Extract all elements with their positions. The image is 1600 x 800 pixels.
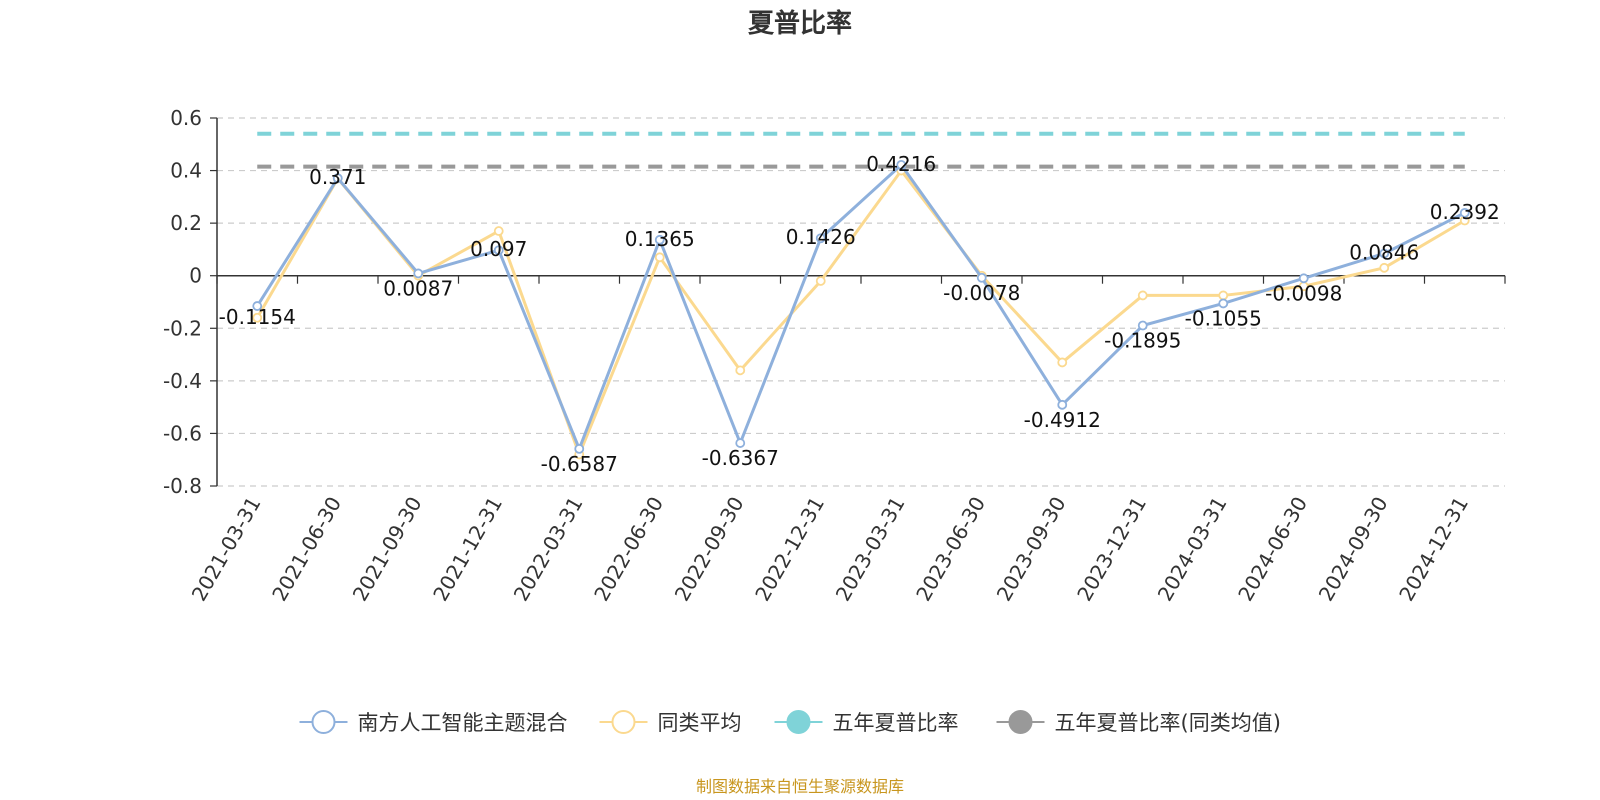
x-tick-label: 2024-09-30 <box>1314 493 1393 606</box>
x-tick-label: 2022-12-31 <box>750 493 829 606</box>
x-tick-label: 2022-09-30 <box>670 493 749 606</box>
legend-label: 同类平均 <box>658 711 742 735</box>
series-line <box>255 163 1466 451</box>
data-label: -0.1055 <box>1185 306 1262 330</box>
data-label: 0.4216 <box>866 152 936 176</box>
x-tick-label: 2021-03-31 <box>187 493 266 606</box>
data-point <box>1298 273 1309 284</box>
y-tick-label: 0 <box>189 264 202 288</box>
data-point <box>1218 290 1229 301</box>
legend-marker <box>611 710 636 734</box>
data-point <box>735 365 746 376</box>
legend-item: 五年夏普比率(同类均值) <box>996 710 1281 735</box>
data-point <box>1379 262 1390 273</box>
x-tick-label: 2022-03-31 <box>509 493 588 606</box>
y-tick-label: -0.8 <box>163 474 202 498</box>
x-tick-label: 2021-09-30 <box>348 493 427 606</box>
data-point <box>493 245 504 256</box>
x-tick-label: 2022-06-30 <box>589 493 668 606</box>
legend-label: 五年夏普比率 <box>833 711 959 735</box>
x-tick-label: 2023-12-31 <box>1072 493 1151 606</box>
data-point <box>896 159 907 170</box>
y-tick-label: -0.6 <box>163 421 202 445</box>
data-label: -0.1154 <box>219 305 296 329</box>
data-point <box>976 272 987 283</box>
legend-item: 南方人工智能主题混合 <box>299 710 568 735</box>
data-label: 0.0087 <box>383 276 453 300</box>
data-label: 0.371 <box>309 165 366 189</box>
data-point <box>574 443 585 454</box>
data-point <box>735 438 746 448</box>
data-point <box>815 233 826 244</box>
y-tick-label: 0.6 <box>170 106 202 130</box>
data-point <box>413 268 424 279</box>
y-tick-label: 0.2 <box>170 211 202 235</box>
x-tick-label: 2021-06-30 <box>267 493 346 606</box>
y-tick-label: 0.4 <box>170 159 202 183</box>
data-label: -0.0098 <box>1265 281 1342 305</box>
data-point <box>1057 399 1068 410</box>
data-point <box>815 276 826 286</box>
grid-lines <box>217 117 1505 487</box>
data-point <box>654 234 665 245</box>
data-point <box>332 173 343 184</box>
data-point <box>1379 248 1390 259</box>
legend-label: 南方人工智能主题混合 <box>358 711 568 735</box>
data-label: -0.4912 <box>1024 408 1101 432</box>
x-tick-label: 2021-12-31 <box>428 493 507 606</box>
data-point <box>1459 207 1470 218</box>
x-tick-label: 2023-09-30 <box>992 493 1071 606</box>
data-point <box>252 301 263 311</box>
series-lines <box>252 159 1470 460</box>
data-point <box>654 252 665 263</box>
data-label: 0.1365 <box>625 227 695 251</box>
reference-lines <box>257 131 1465 169</box>
legend-label: 五年夏普比率(同类均值) <box>1055 711 1281 735</box>
data-label: -0.0078 <box>943 281 1020 305</box>
data-label: 0.1426 <box>786 225 856 249</box>
data-label: -0.6587 <box>541 452 618 476</box>
data-point <box>252 312 263 323</box>
data-label: -0.1895 <box>1104 329 1181 353</box>
y-tick-label: -0.4 <box>163 369 202 393</box>
legend-marker <box>1008 710 1033 734</box>
legend-item: 五年夏普比率 <box>774 710 959 735</box>
data-point <box>1218 298 1229 309</box>
x-tick-label: 2024-06-30 <box>1233 493 1312 606</box>
series-line <box>255 169 1466 456</box>
data-label: 0.097 <box>470 237 527 261</box>
chart-title: 夏普比率 <box>748 8 852 39</box>
source-note: 制图数据来自恒生聚源数据库 <box>696 777 904 796</box>
x-tick-label: 2024-12-31 <box>1394 493 1473 606</box>
data-point <box>493 226 504 236</box>
y-tick-label: -0.2 <box>163 316 202 340</box>
x-tick-label: 2023-06-30 <box>911 493 990 606</box>
x-tick-label: 2024-03-31 <box>1153 493 1232 606</box>
data-label: -0.6367 <box>702 446 779 470</box>
data-point <box>1057 357 1068 368</box>
data-label: 0.0846 <box>1349 240 1419 264</box>
x-tick-label: 2023-03-31 <box>831 493 910 606</box>
data-point <box>1137 290 1148 301</box>
data-labels: -0.1154 0.371 0.0087 0.097 -0.6587 0.1365 -0.6… <box>219 152 1500 476</box>
legend: 南方人工智能主题混合 同类平均 五年夏普比率 五年夏普比率(同类均值) <box>299 710 1281 735</box>
legend-marker <box>311 710 336 734</box>
legend-item: 同类平均 <box>599 710 742 735</box>
data-label: 0.2392 <box>1430 200 1500 224</box>
legend-marker <box>786 710 811 734</box>
data-point <box>1137 320 1148 331</box>
